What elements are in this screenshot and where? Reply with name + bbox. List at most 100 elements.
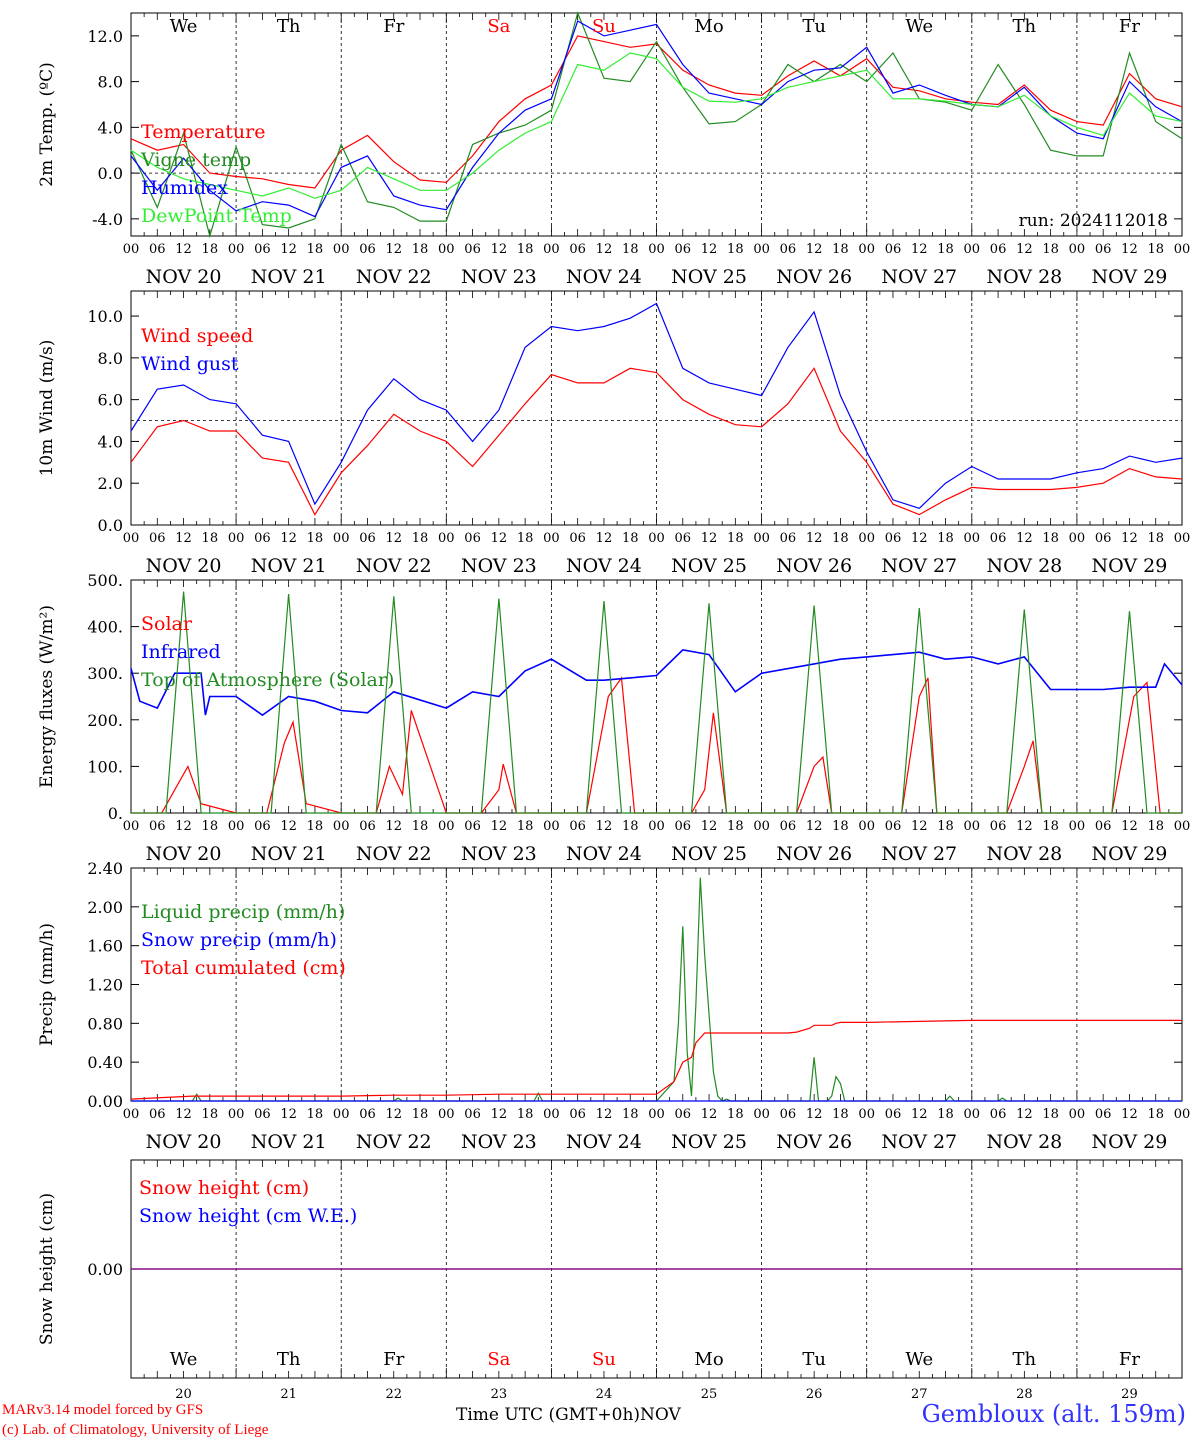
temp-legend-item: Temperature [141, 121, 265, 143]
temp-date-label: NOV 21 [251, 266, 327, 288]
energy-hour-label: 06 [464, 819, 481, 834]
precip-legend-item: Liquid precip (mm/h) [141, 901, 345, 923]
wind-hour-label: 18 [1042, 531, 1059, 546]
temp-series-lightgreen [130, 52, 1183, 199]
energy-hour-label: 12 [1016, 819, 1033, 834]
temp-series-red [130, 35, 1183, 189]
precip-hour-label: 06 [780, 1107, 797, 1122]
energy-hour-label: 00 [1174, 819, 1191, 834]
precip-hour-label: 12 [385, 1107, 402, 1122]
wind-hour-label: 06 [254, 531, 271, 546]
temp-hour-label: 18 [1147, 242, 1164, 257]
wind-hour-label: 00 [753, 531, 770, 546]
temp-weekday-label: We [905, 16, 933, 37]
temp-date-label: NOV 20 [146, 266, 222, 288]
precip-hour-label: 06 [569, 1107, 586, 1122]
precip-ytick-label: 2.40 [87, 859, 123, 878]
temp-date-label: NOV 28 [986, 266, 1062, 288]
precip-date-label: NOV 26 [776, 1131, 852, 1153]
wind-hour-label: 06 [359, 531, 376, 546]
temp-frame [130, 12, 1183, 237]
precip-hour-label: 18 [1042, 1107, 1059, 1122]
precip-hour-label: 18 [622, 1107, 639, 1122]
precip-ytick-label: 0.00 [87, 1092, 123, 1111]
temp-hour-label: 18 [1042, 242, 1059, 257]
energy-panel [130, 579, 1183, 814]
snow-weekday-label: Fr [383, 1349, 404, 1370]
temp-weekday-label: Th [1013, 16, 1037, 37]
precip-date-label: NOV 29 [1092, 1131, 1168, 1153]
temp-weekday-label: Mo [694, 16, 723, 37]
wind-series-blue [130, 302, 1183, 509]
wind-ytick-label: 2.0 [98, 474, 123, 493]
energy-legend-item: Solar [141, 613, 193, 635]
temp-hour-label: 18 [727, 242, 744, 257]
precip-hour-label: 12 [1121, 1107, 1138, 1122]
energy-ytick-label: 0. [108, 804, 123, 823]
wind-hour-label: 00 [228, 531, 245, 546]
precip-legend-item: Total cumulated (cm) [141, 957, 346, 979]
temp-hour-label: 12 [1016, 242, 1033, 257]
temp-series-green [130, 11, 1183, 239]
precip-hour-label: 06 [885, 1107, 902, 1122]
energy-date-label: NOV 25 [671, 843, 747, 865]
energy-hour-label: 12 [385, 819, 402, 834]
energy-ytick-label: 100. [87, 757, 123, 776]
precip-hour-label: 06 [359, 1107, 376, 1122]
snow-daynum-label: 20 [175, 1387, 192, 1400]
temp-hour-label: 12 [280, 242, 297, 257]
precip-hour-label: 06 [464, 1107, 481, 1122]
energy-hour-label: 12 [491, 819, 508, 834]
energy-hour-label: 12 [806, 819, 823, 834]
snow-weekday-label: We [905, 1349, 933, 1370]
energy-hour-label: 06 [359, 819, 376, 834]
precip-date-label: NOV 20 [146, 1131, 222, 1153]
temp-hour-label: 06 [780, 242, 797, 257]
energy-hour-label: 06 [675, 819, 692, 834]
run-label: run: 2024112018 [1019, 211, 1168, 231]
precip-hour-label: 18 [1147, 1107, 1164, 1122]
wind-hour-label: 12 [385, 531, 402, 546]
precip-hour-label: 18 [412, 1107, 429, 1122]
energy-date-label: NOV 26 [776, 843, 852, 865]
wind-hour-label: 12 [1121, 531, 1138, 546]
wind-hour-label: 00 [333, 531, 350, 546]
energy-hour-label: 18 [412, 819, 429, 834]
energy-hour-label: 00 [753, 819, 770, 834]
energy-hour-label: 18 [937, 819, 954, 834]
wind-hour-label: 18 [202, 531, 219, 546]
snow-weekday-label: Su [592, 1349, 616, 1370]
snow-panel [130, 1159, 1183, 1379]
energy-ylabel: Energy fluxes (W/m²) [37, 605, 57, 788]
wind-hour-label: 18 [1147, 531, 1164, 546]
energy-hour-label: 18 [307, 819, 324, 834]
precip-date-label: NOV 27 [881, 1131, 957, 1153]
temp-hour-label: 18 [412, 242, 429, 257]
wind-date-label: NOV 21 [251, 555, 327, 577]
energy-date-label: NOV 23 [461, 843, 537, 865]
snow-daynum-label: 21 [280, 1387, 297, 1400]
wind-date-label: NOV 25 [671, 555, 747, 577]
precip-date-label: NOV 25 [671, 1131, 747, 1153]
precip-hour-label: 12 [491, 1107, 508, 1122]
energy-hour-label: 12 [596, 819, 613, 834]
energy-hour-label: 00 [1069, 819, 1086, 834]
temp-hour-label: 00 [333, 242, 350, 257]
snow-daynum-label: 27 [911, 1387, 928, 1400]
temp-ytick-label: 0.0 [98, 164, 123, 183]
temp-hour-label: 06 [990, 242, 1007, 257]
wind-hour-label: 18 [622, 531, 639, 546]
temp-hour-label: 18 [622, 242, 639, 257]
snow-legend-item: Snow height (cm W.E.) [139, 1205, 357, 1227]
temp-series-blue [130, 20, 1183, 218]
temp-hour-label: 06 [675, 242, 692, 257]
temp-legend-item: DewPoint Temp [141, 205, 292, 227]
precip-hour-label: 06 [149, 1107, 166, 1122]
snow-daynum-label: 24 [596, 1387, 613, 1400]
temp-hour-label: 12 [491, 242, 508, 257]
temp-date-label: NOV 22 [356, 266, 432, 288]
precip-ytick-label: 0.80 [87, 1014, 123, 1033]
wind-hour-label: 00 [438, 531, 455, 546]
temp-hour-label: 12 [175, 242, 192, 257]
temp-hour-label: 12 [701, 242, 718, 257]
